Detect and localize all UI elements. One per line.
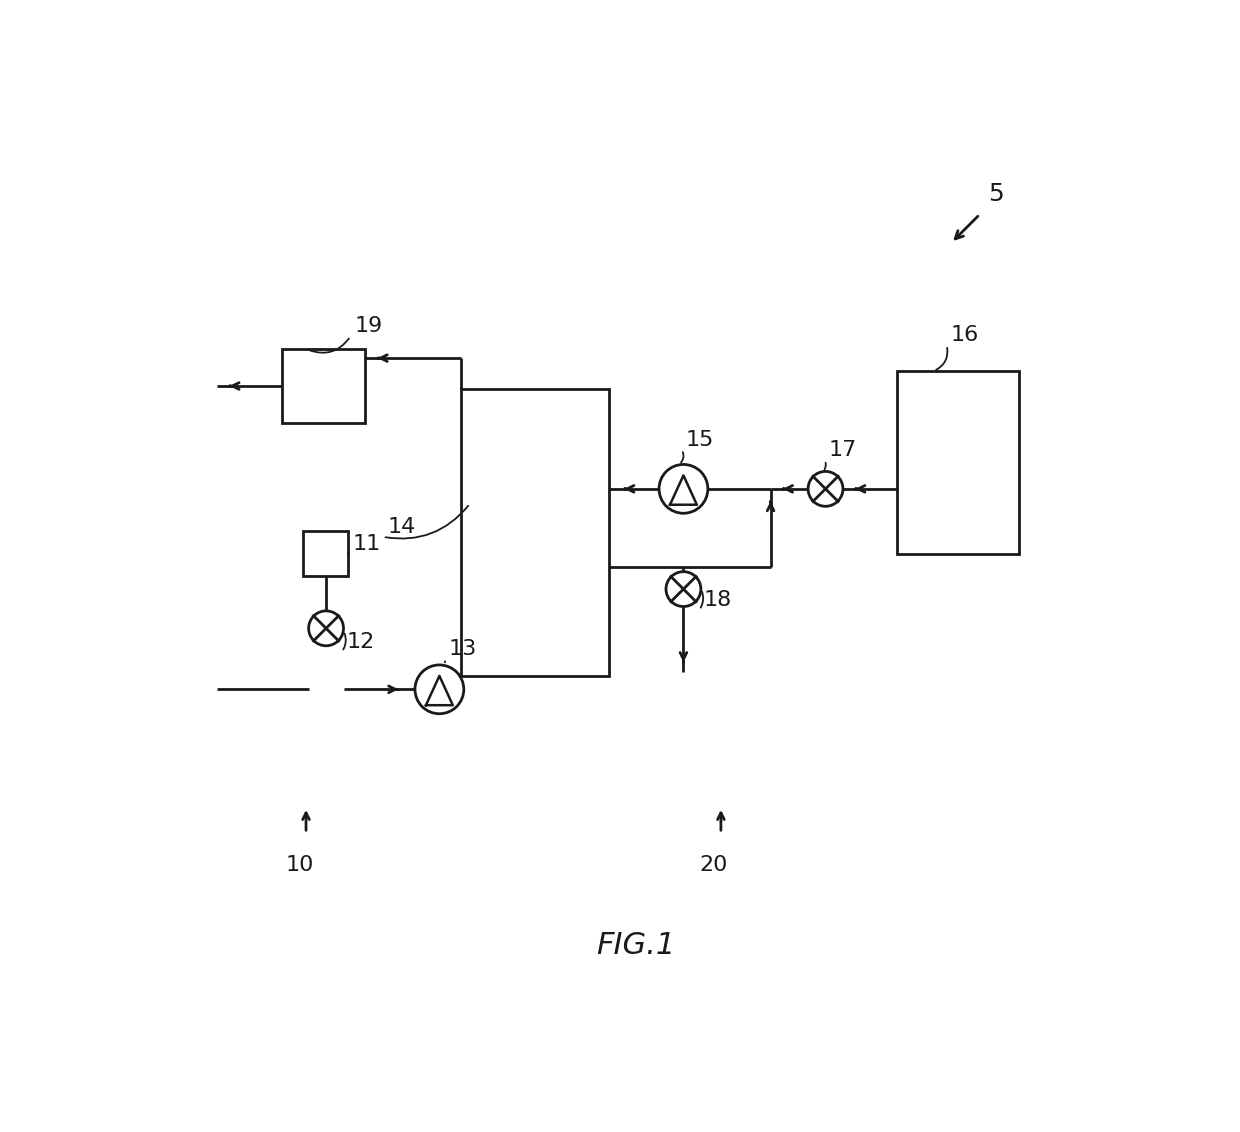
Bar (897, 371, 1019, 555)
Text: 20: 20 (699, 855, 728, 875)
Bar (283, 350, 366, 423)
Text: 15: 15 (686, 430, 714, 449)
Text: 13: 13 (448, 638, 476, 659)
Text: 5: 5 (988, 181, 1004, 206)
Text: 17: 17 (830, 440, 857, 460)
Text: 19: 19 (355, 316, 383, 336)
Text: 16: 16 (951, 325, 980, 345)
Text: 18: 18 (703, 590, 732, 610)
Bar (461, 388, 609, 676)
Bar (303, 531, 348, 576)
Circle shape (666, 572, 701, 607)
Circle shape (808, 471, 843, 506)
Text: FIG.1: FIG.1 (596, 931, 675, 960)
Text: 11: 11 (352, 534, 381, 555)
Circle shape (415, 664, 464, 714)
Text: 14: 14 (387, 517, 415, 537)
Text: 10: 10 (285, 855, 314, 875)
Circle shape (658, 464, 708, 513)
Circle shape (309, 611, 343, 645)
Text: 12: 12 (346, 632, 374, 652)
